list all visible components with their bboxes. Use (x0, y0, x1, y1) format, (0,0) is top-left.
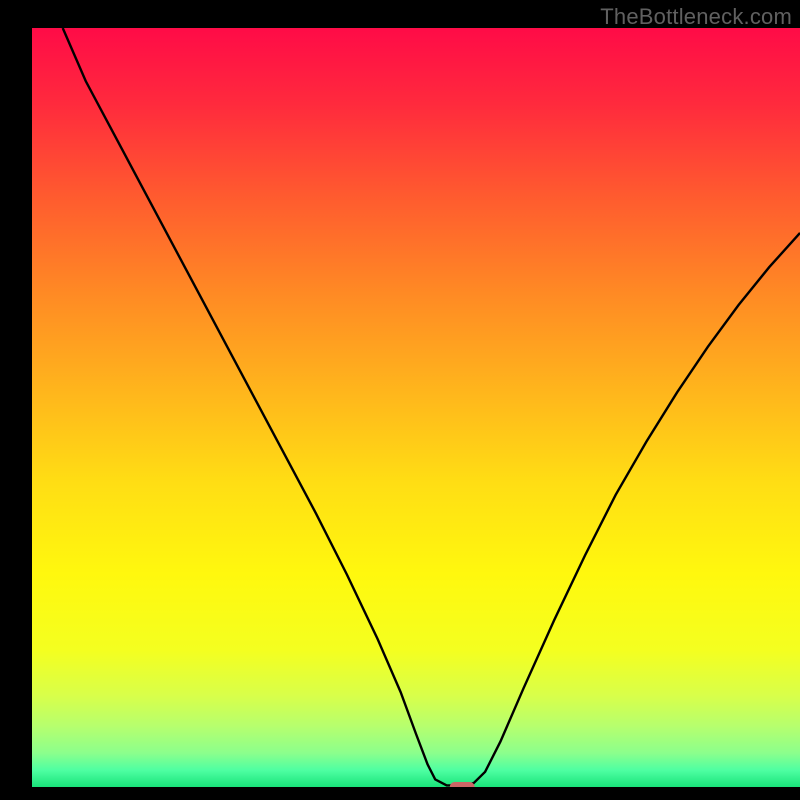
chart-canvas: TheBottleneck.com (0, 0, 800, 800)
x-axis-optimal-marker (450, 782, 475, 787)
watermark-text: TheBottleneck.com (600, 4, 792, 30)
bottleneck-curve (32, 28, 800, 787)
plot-area (32, 28, 800, 787)
